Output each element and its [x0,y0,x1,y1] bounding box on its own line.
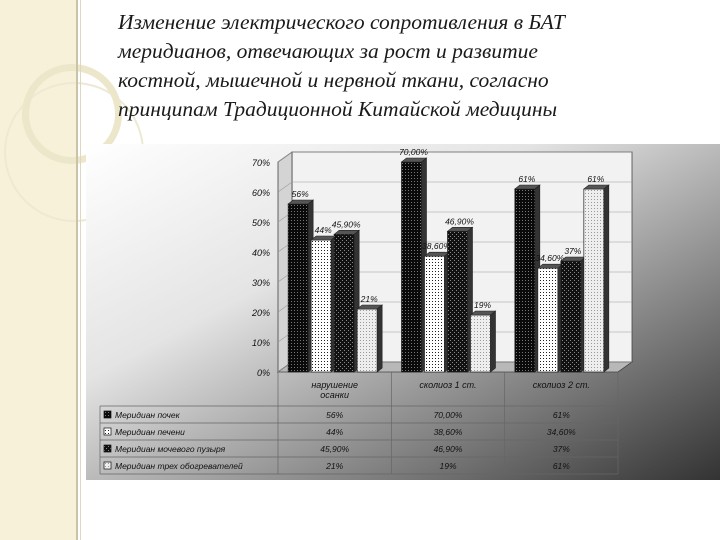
bar-side [603,184,610,373]
bar-value-label: 19% [474,300,491,310]
table-cell: 61% [553,410,570,420]
y-tick-label: 10% [252,338,270,348]
bar [333,233,355,373]
bar-value-label: 61% [518,174,535,184]
table-cell: 44% [326,427,343,437]
table-cell: 37% [553,444,570,454]
bar [310,239,332,373]
bar-side [376,304,383,373]
bar [356,308,378,373]
legend-swatch [103,461,112,470]
decorative-ring [22,64,122,164]
y-tick-label: 40% [252,248,270,258]
bar-value-label: 38,60% [422,241,451,251]
bar [424,255,445,373]
bar [287,203,309,373]
gridline [277,151,632,163]
table-cell: 21% [325,461,343,471]
table-cell: 56% [326,410,343,420]
y-tick-label: 50% [252,218,270,228]
y-tick-label: 0% [257,368,270,378]
side-divider-line-thin [80,0,81,540]
bar-side [490,310,496,373]
bar-value-label: 61% [587,174,604,184]
gridline [277,181,632,193]
category-label: осанки [320,390,349,400]
side-divider-line [76,0,78,540]
bars: 56% 44%45,90% 21% 70,00% 38,60% 46,90% 19% 61% 3… [287,147,610,373]
table-cell: 46,90% [434,444,463,454]
table-cell: 38,60% [434,427,463,437]
data-table: Меридиан почек 56% 70,00% 61% Меридиан печен… [99,372,619,475]
legend-swatch [103,410,112,419]
bar [447,230,468,373]
bar [560,260,582,373]
y-tick-label: 30% [252,278,270,288]
bar [537,267,559,373]
category-label: сколиоз 2 ст. [533,380,590,390]
bar-value-label: 37% [564,246,581,256]
category-label: сколиоз 1 ст. [419,380,476,390]
legend-swatch [103,444,112,453]
bar-value-label: 45,90% [332,219,361,229]
slide-title: Изменение электрического сопротивления в… [118,10,565,121]
bar [401,161,422,373]
y-tick-label: 70% [252,158,270,168]
legend-entry: Меридиан печени [115,427,185,437]
table-cell: 45,90% [320,444,349,454]
bar [514,188,536,373]
chart: 0% 10% 20% 30% 40% 50% 60% 70% нарушение осанки ск… [86,144,720,480]
y-tick-label: 20% [251,308,270,318]
table-cell: 19% [439,461,456,471]
table-cell: 70,00% [434,410,463,420]
legend-entry: Меридиан мочевого пузыря [115,444,226,454]
category-label: нарушение [311,380,358,390]
legend-entry: Меридиан почек [115,410,181,420]
bar-value-label: 21% [360,294,378,304]
table-cell: 34,60% [547,427,576,437]
y-tick-label: 60% [252,188,270,198]
bar-value-label: 56% [292,189,309,199]
bar-value-label: 70,00% [399,147,428,157]
bar [470,314,491,373]
legend-swatch [103,427,112,436]
bar [583,188,605,373]
table-cell: 61% [553,461,570,471]
legend-entry: Меридиан трех обогревателей [115,461,243,471]
bar-value-label: 44% [315,225,332,235]
bar-value-label: 34,60% [535,253,564,263]
bar-value-label: 46,90% [445,216,474,226]
